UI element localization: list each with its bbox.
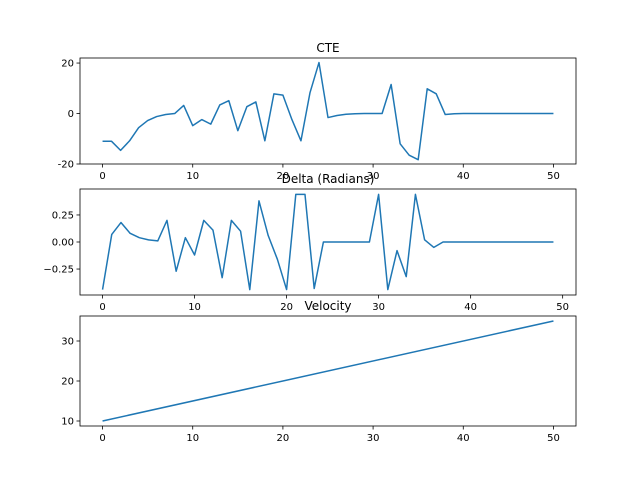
velocity-x-tick-label: 30 [367, 433, 380, 444]
delta-x-tick-label: 30 [372, 302, 385, 313]
cte-x-tick-label: 20 [277, 171, 290, 182]
cte-series-line [102, 61, 554, 161]
cte-x-tick-label: 30 [367, 171, 380, 182]
velocity-title: Velocity [304, 299, 351, 313]
velocity-x-tick-label: 40 [457, 433, 470, 444]
cte-x-tick-label: 10 [186, 171, 199, 182]
velocity-x-tick-label: 50 [547, 433, 560, 444]
delta-x-tick-label: 50 [556, 302, 569, 313]
cte-x-tick-label: 40 [457, 171, 470, 182]
velocity-y-tick-label: 20 [61, 377, 74, 388]
cte-x-tick-label: 50 [547, 171, 560, 182]
subplot-delta: 0 10 20 30 40 50 −0.25 0.00 0.25 Delta (Radians) [43, 172, 577, 313]
cte-title: CTE [316, 41, 339, 55]
delta-y-tick-label: −0.25 [43, 265, 74, 276]
velocity-x-tick-label: 10 [186, 433, 199, 444]
velocity-series-line [102, 320, 554, 422]
velocity-y-tick-label: 10 [61, 417, 74, 428]
delta-x-tick-label: 10 [188, 302, 201, 313]
cte-y-tick-label: 20 [61, 59, 74, 70]
cte-y-tick-label: 0 [68, 109, 74, 120]
delta-x-tick-label: 20 [280, 302, 293, 313]
delta-x-tick-label: 40 [464, 302, 477, 313]
subplot-velocity: 0 10 20 30 40 50 10 20 30 Velocity [61, 299, 577, 444]
delta-title: Delta (Radians) [282, 172, 375, 186]
velocity-x-tick-label: 0 [99, 433, 105, 444]
cte-axes-frame [79, 57, 577, 165]
delta-y-tick-label: 0.25 [52, 210, 74, 221]
velocity-x-tick-label: 20 [277, 433, 290, 444]
cte-x-tick-label: 0 [99, 171, 105, 182]
delta-series-line [101, 193, 554, 291]
velocity-y-tick-label: 30 [61, 337, 74, 348]
delta-x-tick-label: 0 [99, 302, 105, 313]
delta-y-tick-label: 0.00 [52, 238, 74, 249]
cte-y-tick-label: -20 [58, 160, 74, 171]
velocity-axes-frame [79, 315, 577, 427]
subplot-cte: 0 10 20 30 40 50 -20 0 20 CTE [58, 41, 577, 182]
